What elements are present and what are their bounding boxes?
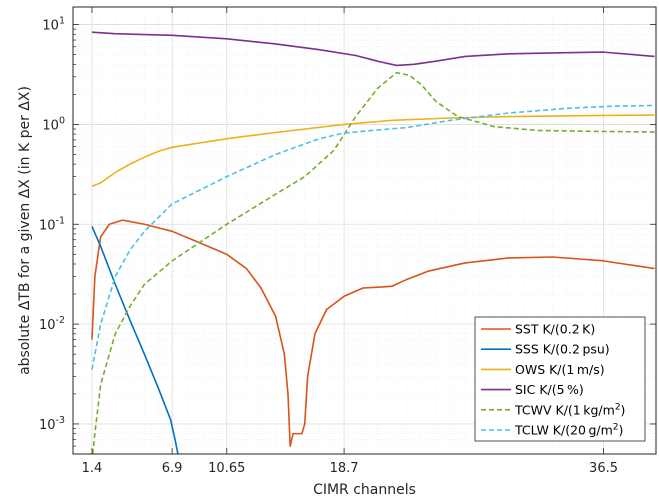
legend-label-3: SIC K/(5 %) xyxy=(515,382,584,397)
x-tick-label: 36.5 xyxy=(589,461,618,476)
x-tick-label: 10.65 xyxy=(208,461,245,476)
y-tick-label: 10-2 xyxy=(39,315,65,333)
ticks xyxy=(73,7,656,454)
series-group xyxy=(91,31,655,454)
x-tick-label: 1.4 xyxy=(82,461,103,476)
y-tick-label: 10-1 xyxy=(39,215,65,233)
y-tick-label: 101 xyxy=(42,16,65,34)
plot-frame xyxy=(72,6,657,455)
tick-labels: 10-3 10-2 10-1 100 101 1.4 6.9 10.65 18.7 36.5 xyxy=(39,16,618,476)
legend-label-5: TCLW K/(20 g/m2) xyxy=(514,423,623,438)
x-tick-label: 18.7 xyxy=(330,461,359,476)
series-line-2 xyxy=(91,114,655,188)
series-line-1 xyxy=(91,226,179,454)
legend-box xyxy=(474,316,646,442)
legend-label-4: TCWV K/(1 kg/m2) xyxy=(514,402,625,417)
x-axis-label: CIMR channels xyxy=(313,482,416,498)
legend-label-2: OWS K/(1 m/s) xyxy=(515,362,605,377)
series-line-0 xyxy=(91,219,655,447)
legend-label-1: SSS K/(0.2 psu) xyxy=(515,342,610,357)
legend-label-0: SST K/(0.2 K) xyxy=(515,322,595,337)
series-line-3 xyxy=(91,31,655,67)
y-tick-label: 10-3 xyxy=(39,415,65,433)
legend: SST K/(0.2 K) SSS K/(0.2 psu) OWS K/(1 m/s… xyxy=(474,316,646,442)
y-tick-label: 100 xyxy=(42,115,65,133)
series-line-5 xyxy=(91,104,655,370)
x-tick-label: 6.9 xyxy=(162,461,183,476)
y-axis-label: absolute ΔTB for a given ΔX (in K per ΔX… xyxy=(17,86,33,375)
